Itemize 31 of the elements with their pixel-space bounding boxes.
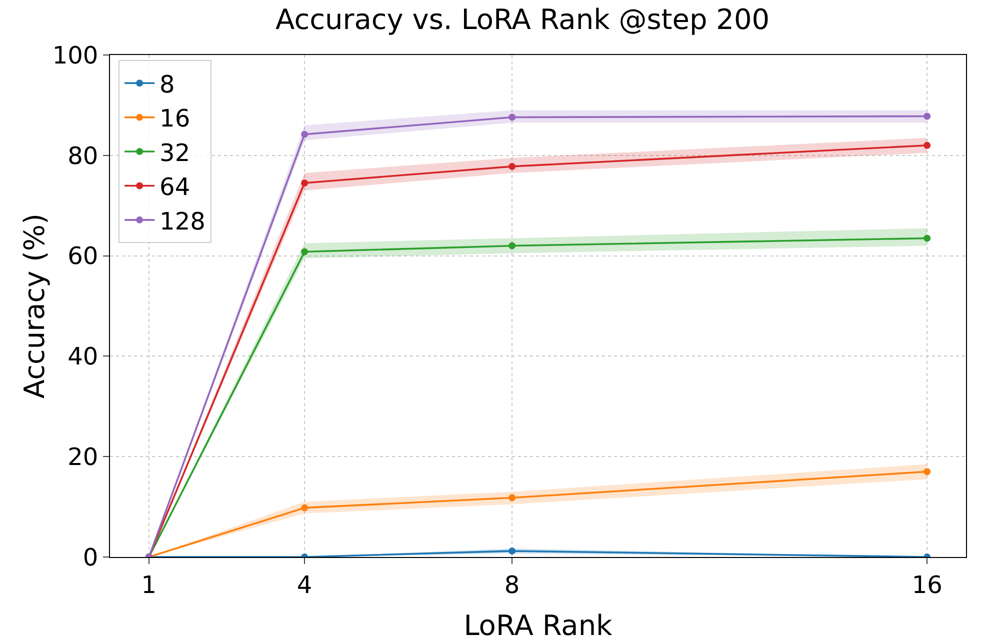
point bbox=[924, 142, 931, 149]
point bbox=[508, 547, 516, 554]
point bbox=[924, 234, 931, 242]
legend-label: 32 bbox=[160, 138, 190, 167]
point bbox=[508, 242, 516, 250]
point bbox=[301, 504, 308, 512]
y-tick-label: 80 bbox=[68, 142, 98, 170]
point bbox=[508, 114, 516, 121]
y-tick-label: 60 bbox=[68, 242, 98, 270]
x-tick-label: 1 bbox=[141, 570, 157, 599]
y-tick-label: 20 bbox=[68, 443, 98, 471]
y-tick-label: 100 bbox=[52, 41, 98, 70]
point bbox=[924, 112, 931, 120]
legend-label: 128 bbox=[160, 207, 206, 236]
y-tick-label: 0 bbox=[82, 543, 98, 572]
point bbox=[508, 494, 516, 502]
point bbox=[301, 180, 308, 187]
x-tick-label: 4 bbox=[296, 570, 312, 599]
legend-label: 64 bbox=[160, 173, 190, 202]
x-axis-title: LoRA Rank bbox=[464, 609, 614, 642]
point bbox=[924, 468, 931, 476]
y-axis-title: Accuracy (%) bbox=[18, 213, 51, 399]
point bbox=[508, 162, 516, 170]
point bbox=[301, 130, 308, 138]
chart-title: Accuracy vs. LoRA Rank @step 200 bbox=[276, 3, 770, 36]
legend-label: 8 bbox=[160, 70, 175, 98]
y-tick-label: 40 bbox=[68, 342, 98, 371]
legend-label: 16 bbox=[160, 104, 190, 133]
x-tick-label: 8 bbox=[504, 570, 520, 599]
x-tick-label: 16 bbox=[912, 570, 942, 599]
point bbox=[301, 248, 308, 256]
